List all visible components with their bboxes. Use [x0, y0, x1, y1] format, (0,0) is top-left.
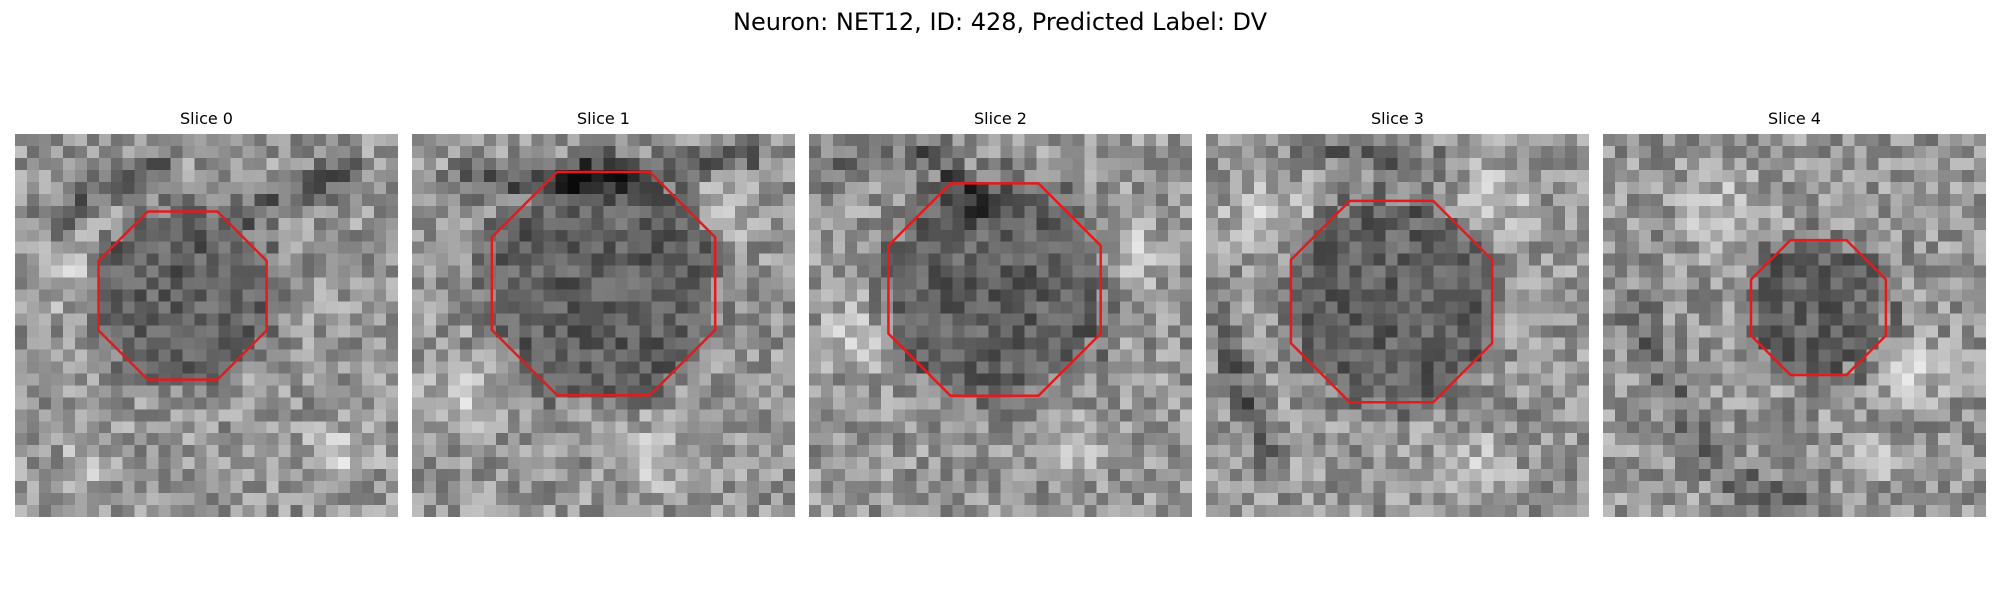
- slice-image: [412, 134, 795, 517]
- slice-image: [15, 134, 398, 517]
- slice-panel: Slice 3: [1206, 108, 1589, 518]
- slice-title: Slice 2: [974, 109, 1027, 128]
- slice-panel: Slice 0: [15, 108, 398, 518]
- roi-contour: [1749, 238, 1888, 377]
- slice-title: Slice 4: [1768, 109, 1821, 128]
- slice-panel: Slice 1: [412, 108, 795, 518]
- slice-image: [1206, 134, 1589, 517]
- roi-contour: [97, 210, 268, 381]
- slice-title: Slice 1: [577, 109, 630, 128]
- roi-contour: [490, 170, 717, 397]
- slice-image: [809, 134, 1192, 517]
- figure-title: Neuron: NET12, ID: 428, Predicted Label:…: [732, 8, 1268, 36]
- slice-image: [1603, 134, 1986, 517]
- slice-title: Slice 3: [1371, 109, 1424, 128]
- slice-panel: Slice 4: [1603, 108, 1986, 518]
- roi-contour: [887, 182, 1102, 397]
- roi-contour: [1289, 199, 1494, 404]
- slice-panel: Slice 2: [809, 108, 1192, 518]
- slice-title: Slice 0: [180, 109, 233, 128]
